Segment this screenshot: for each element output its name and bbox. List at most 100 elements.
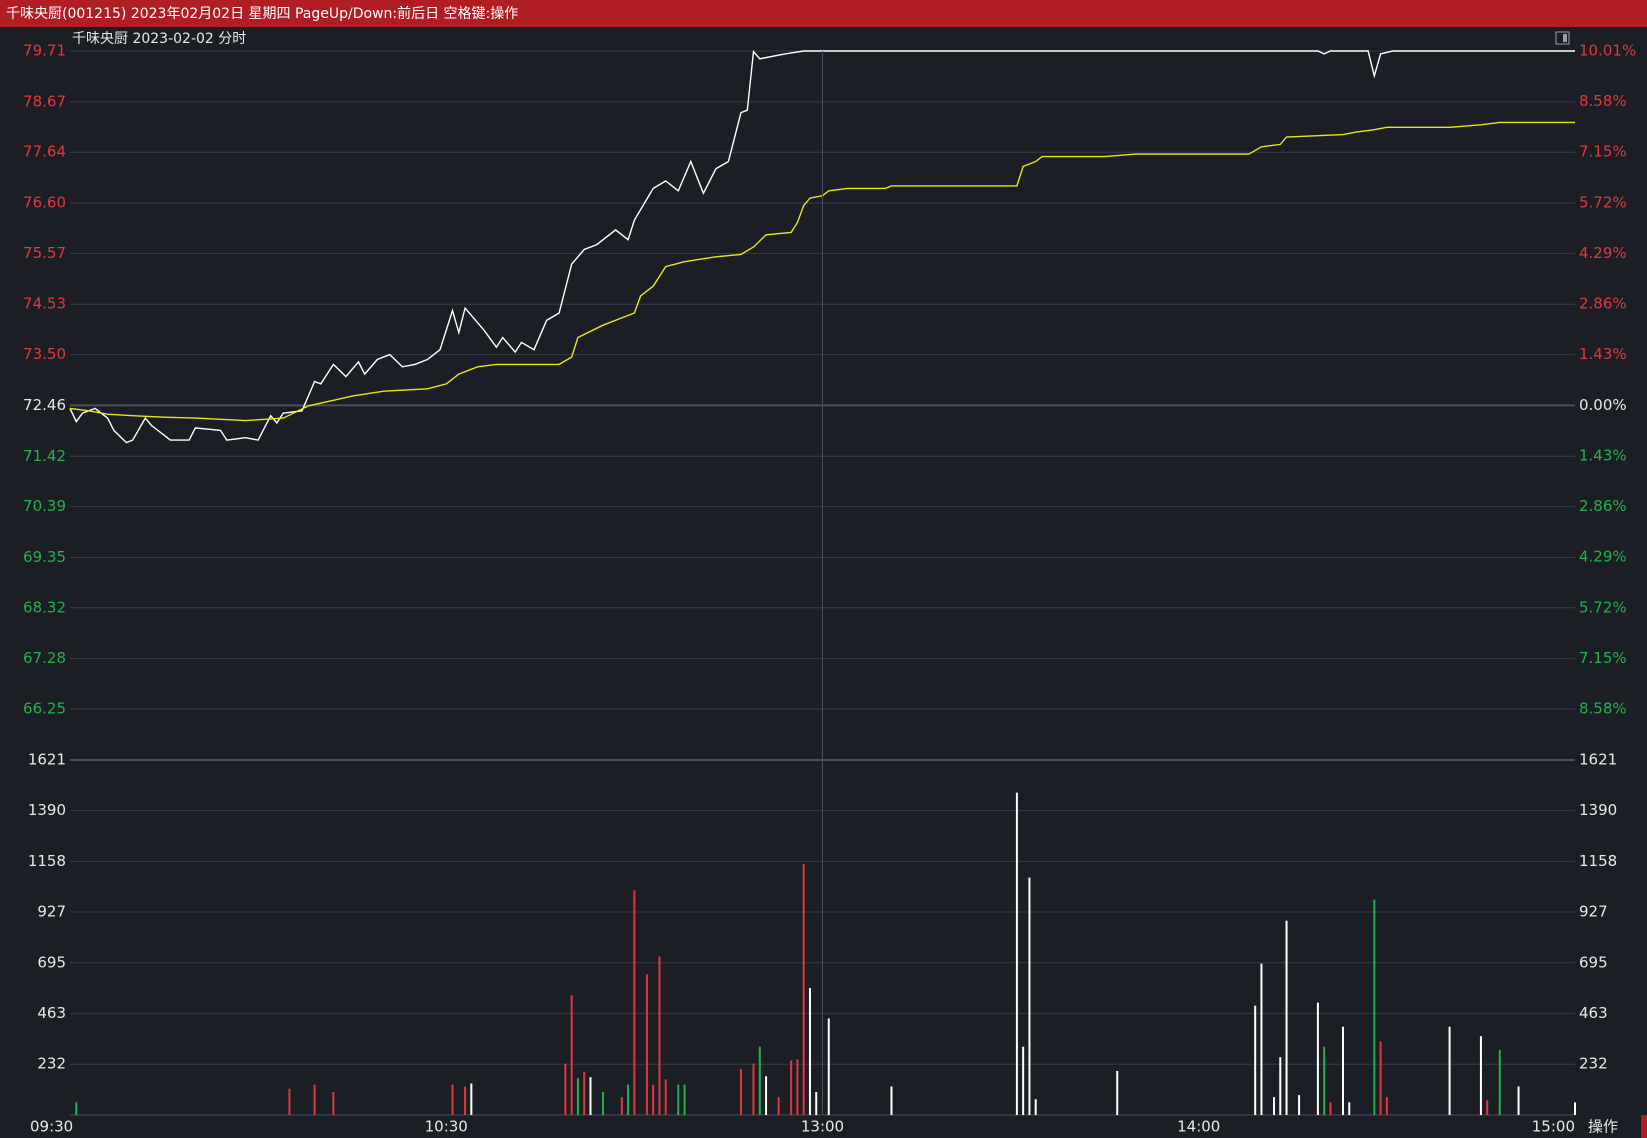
panel-icon[interactable] (1555, 31, 1570, 45)
volume-bar (815, 1092, 818, 1115)
y-tick-label: 927 (37, 902, 66, 920)
volume-bar (1373, 899, 1376, 1115)
volume-bar (777, 1097, 780, 1115)
y2-tick-label: 4.29% (1579, 244, 1627, 262)
action-button[interactable] (1586, 1115, 1640, 1138)
y2-tick-label: 2.86% (1579, 295, 1627, 313)
volume-bar (677, 1084, 680, 1115)
volume-bar (1341, 1026, 1344, 1115)
volume-bar (1348, 1102, 1351, 1115)
volume-bar (1022, 1046, 1025, 1115)
volume-bar (1323, 1046, 1326, 1115)
y2-tick-label: 1390 (1579, 801, 1617, 819)
price-line (69, 49, 1575, 444)
volume-bar (313, 1084, 316, 1115)
y2-tick-label: 7.15% (1579, 143, 1627, 161)
volume-bar (75, 1102, 78, 1115)
y2-tick-label: 5.72% (1579, 598, 1627, 616)
x-tick-label: 14:00 (1177, 1118, 1220, 1136)
volume-bar (652, 1084, 655, 1115)
volume-bar (1329, 1102, 1332, 1115)
y2-tick-label: 695 (1579, 953, 1608, 971)
volume-bar (802, 864, 805, 1115)
volume-bar (576, 1078, 579, 1115)
y2-tick-label: 1.43% (1579, 446, 1627, 464)
volume-bar (589, 1077, 592, 1115)
volume-bar (583, 1071, 586, 1115)
volume-bar (1273, 1097, 1275, 1115)
volume-bar (1316, 1002, 1319, 1115)
volume-bar (645, 974, 648, 1115)
volume-bar (620, 1097, 623, 1115)
volume-bar (602, 1092, 605, 1115)
volume-bar (1574, 1102, 1576, 1115)
y2-tick-label: 5.72% (1579, 193, 1627, 211)
volume-bar (796, 1059, 799, 1115)
y2-tick-label: 1.43% (1579, 345, 1627, 363)
volume-bar (808, 987, 811, 1115)
volume-bar (1116, 1070, 1119, 1115)
volume-bar (627, 1084, 630, 1115)
volume-bar (758, 1046, 761, 1115)
y-tick-label: 77.64 (23, 143, 66, 161)
volume-bar (827, 1018, 830, 1115)
y2-tick-label: 0.00% (1579, 396, 1627, 414)
y-tick-label: 1158 (28, 852, 66, 870)
status-marker (1641, 1115, 1647, 1138)
y-tick-label: 71.42 (23, 447, 66, 465)
volume-bar (1279, 1057, 1282, 1115)
plot: 79.71 78.67 77.64 76.60 75.57 74.53 73.50 72.46… (23, 42, 1636, 1136)
y2-tick-label: 4.29% (1579, 548, 1627, 566)
volume-bar (1517, 1086, 1520, 1115)
y-tick-label: 1390 (28, 801, 66, 819)
volume-bar (1015, 792, 1018, 1115)
volume-bar (564, 1063, 567, 1115)
volume-bar (1260, 963, 1263, 1115)
volume-bar (288, 1088, 291, 1115)
y-tick-label: 1621 (28, 751, 66, 769)
volume-bar (1498, 1049, 1501, 1115)
y2-tick-label: 463 (1579, 1004, 1608, 1022)
window-title: 千味央厨(001215) 2023年02月02日 星期四 PageUp/Down… (6, 5, 518, 22)
action-button-label[interactable]: 操作 (1588, 1118, 1618, 1136)
y-tick-label: 76.60 (23, 194, 66, 212)
volume-bar (683, 1084, 686, 1115)
y-tick-label: 232 (37, 1055, 66, 1073)
y2-tick-label: 2.86% (1579, 497, 1627, 515)
volume-bar (790, 1060, 793, 1115)
y2-tick-label: 7.15% (1579, 649, 1627, 667)
volume-bar (658, 956, 661, 1115)
y-tick-label: 75.57 (23, 244, 66, 262)
y2-tick-label: 8.58% (1579, 92, 1627, 110)
y-tick-label: 78.67 (23, 92, 66, 110)
panel-icon-fill (1563, 34, 1567, 42)
x-tick-label: 15:00 (1532, 1118, 1575, 1136)
volume-bar (1298, 1095, 1301, 1115)
volume-bar (1028, 877, 1031, 1115)
y-tick-label: 70.39 (23, 497, 66, 515)
volume-bar (664, 1079, 667, 1115)
y2-tick-label: 927 (1579, 902, 1608, 920)
volume-bar (752, 1063, 755, 1115)
x-tick-label: 09:30 (30, 1118, 73, 1136)
volume-bar (332, 1092, 335, 1115)
y2-tick-label: 1621 (1579, 751, 1617, 769)
y-tick-label: 73.50 (23, 345, 66, 363)
volume-bar (451, 1084, 454, 1115)
x-tick-label: 13:00 (801, 1118, 844, 1136)
volume-bar (470, 1083, 473, 1115)
volume-bar (739, 1068, 742, 1115)
title-bar (0, 0, 1647, 27)
volume-bar (1448, 1026, 1451, 1115)
y2-tick-label: 1158 (1579, 852, 1617, 870)
y2-tick-label: 232 (1579, 1055, 1608, 1073)
volume-bar (765, 1076, 768, 1115)
y2-tick-label: 8.58% (1579, 700, 1627, 718)
y-tick-label: 463 (37, 1004, 66, 1022)
x-tick-label: 10:30 (425, 1118, 468, 1136)
y-tick-label: 79.71 (23, 42, 66, 60)
y-tick-label: 68.32 (23, 598, 66, 616)
volume-bar (633, 890, 636, 1115)
y-tick-label: 69.35 (23, 548, 66, 566)
